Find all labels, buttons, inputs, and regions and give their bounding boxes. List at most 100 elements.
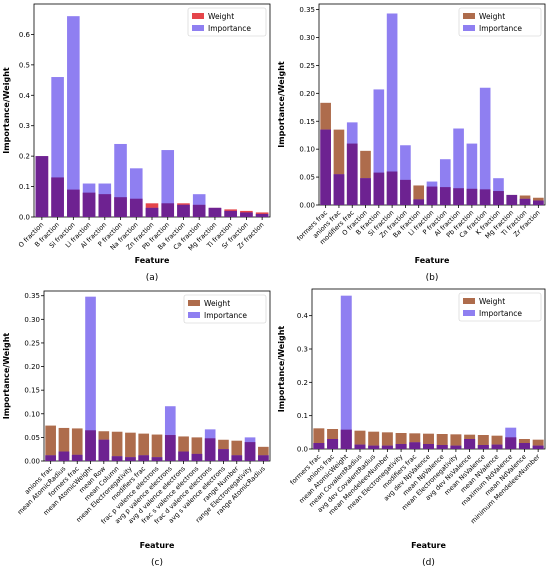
overlap-bar bbox=[255, 213, 269, 217]
weight-bar bbox=[231, 440, 243, 461]
y-tick-label: 0.15 bbox=[24, 387, 40, 395]
overlap-bar bbox=[346, 143, 358, 205]
overlap-bar bbox=[98, 194, 112, 217]
x-axis-label: Feature bbox=[135, 256, 170, 265]
overlap-bar bbox=[51, 177, 64, 217]
y-tick-label: 0.4 bbox=[19, 92, 31, 100]
panel-label: (a) bbox=[146, 273, 159, 283]
legend-swatch-weight bbox=[463, 298, 475, 304]
overlap-bar bbox=[505, 437, 517, 449]
overlap-bar bbox=[151, 457, 163, 461]
overlap-bar bbox=[450, 445, 462, 449]
weight-bar bbox=[138, 433, 150, 461]
weight-bar bbox=[354, 430, 366, 449]
overlap-bar bbox=[320, 129, 331, 205]
weight-bar bbox=[413, 185, 425, 205]
weight-bar bbox=[313, 428, 325, 449]
overlap-bar bbox=[386, 171, 398, 205]
legend-swatch-importance bbox=[463, 25, 475, 31]
weight-bar bbox=[178, 436, 189, 461]
overlap-bar bbox=[423, 444, 434, 449]
weight-bar bbox=[333, 129, 345, 205]
weight-bar bbox=[125, 432, 136, 461]
overlap-bar bbox=[426, 186, 438, 205]
y-tick-label: 0.20 bbox=[24, 363, 40, 371]
weight-bar bbox=[436, 434, 448, 449]
overlap-bar bbox=[129, 198, 143, 217]
overlap-bar bbox=[138, 455, 150, 461]
importance-bar bbox=[161, 150, 175, 217]
y-tick-label: 0.00 bbox=[299, 202, 315, 210]
importance-bar bbox=[479, 87, 491, 205]
overlap-bar bbox=[327, 439, 339, 449]
overlap-bar bbox=[218, 449, 229, 461]
y-tick-label: 0.35 bbox=[24, 292, 40, 300]
overlap-bar bbox=[85, 430, 96, 461]
y-tick-label: 0.25 bbox=[24, 339, 40, 347]
y-axis-label: Importance/Weight bbox=[2, 67, 11, 154]
overlap-bar bbox=[466, 188, 478, 205]
importance-bar bbox=[453, 128, 464, 205]
legend-box bbox=[183, 294, 267, 324]
legend-box bbox=[187, 7, 267, 37]
panel-a: 0.0 0.1 0.2 0.3 0.4 0.5 0.6 O fraction B fractio… bbox=[0, 0, 275, 289]
overlap-bar bbox=[244, 442, 256, 461]
y-tick-label: 0.05 bbox=[24, 434, 40, 442]
overlap-bar bbox=[333, 174, 345, 205]
chart-b: 0.000.050.100.150.200.250.300.35formers … bbox=[277, 3, 546, 283]
weight-bar bbox=[111, 431, 123, 461]
weight-bar bbox=[381, 432, 393, 449]
overlap-bar bbox=[204, 438, 216, 461]
weight-bar bbox=[491, 435, 503, 449]
weight-bar bbox=[423, 433, 434, 449]
overlap-bar bbox=[258, 455, 269, 461]
overlap-bar bbox=[400, 179, 411, 205]
overlap-bar bbox=[58, 451, 70, 461]
weight-bar bbox=[258, 446, 269, 461]
overlap-bar bbox=[191, 453, 203, 461]
overlap-bar bbox=[161, 203, 175, 217]
overlap-bar bbox=[439, 187, 451, 205]
overlap-bar bbox=[453, 188, 464, 205]
overlap-bar bbox=[519, 198, 531, 205]
overlap-bar bbox=[395, 444, 407, 449]
legend-label-importance: Importance bbox=[208, 24, 251, 33]
y-tick-label: 0.4 bbox=[297, 312, 309, 320]
legend-swatch-weight bbox=[463, 13, 475, 19]
overlap-bar bbox=[533, 200, 544, 205]
legend-swatch-importance bbox=[188, 312, 200, 318]
weight-bar bbox=[477, 435, 489, 449]
y-tick-label: 0.3 bbox=[19, 122, 30, 130]
overlap-bar bbox=[111, 456, 123, 461]
overlap-bar bbox=[178, 451, 189, 461]
legend-label-weight: Weight bbox=[208, 12, 234, 21]
importance-bar bbox=[466, 143, 478, 205]
legend-label-importance: Importance bbox=[204, 311, 247, 320]
panel-label: (c) bbox=[151, 558, 163, 568]
legend-swatch-importance bbox=[192, 25, 204, 31]
overlap-bar bbox=[177, 204, 190, 217]
weight-bar bbox=[360, 150, 371, 205]
overlap-bar bbox=[479, 189, 491, 205]
y-axis-label: Importance/Weight bbox=[277, 61, 286, 148]
overlap-bar bbox=[532, 445, 544, 449]
y-tick-label: 0.1 bbox=[297, 412, 308, 420]
overlap-bar bbox=[125, 457, 136, 461]
overlap-bar bbox=[506, 194, 518, 205]
importance-bar bbox=[67, 16, 80, 217]
overlap-bar bbox=[464, 439, 476, 449]
overlap-bar bbox=[164, 435, 176, 461]
panel-label: (b) bbox=[426, 273, 439, 283]
y-tick-label: 0.30 bbox=[24, 316, 40, 324]
overlap-bar bbox=[67, 189, 80, 217]
y-tick-label: 0.0 bbox=[19, 214, 30, 222]
legend-label-weight: Weight bbox=[479, 12, 505, 21]
legend-label-weight: Weight bbox=[204, 299, 230, 308]
y-tick-label: 0.2 bbox=[297, 379, 308, 387]
overlap-bar bbox=[409, 442, 421, 449]
overlap-bar bbox=[35, 156, 49, 217]
overlap-bar bbox=[145, 207, 159, 217]
x-axis-label: Feature bbox=[411, 541, 446, 550]
